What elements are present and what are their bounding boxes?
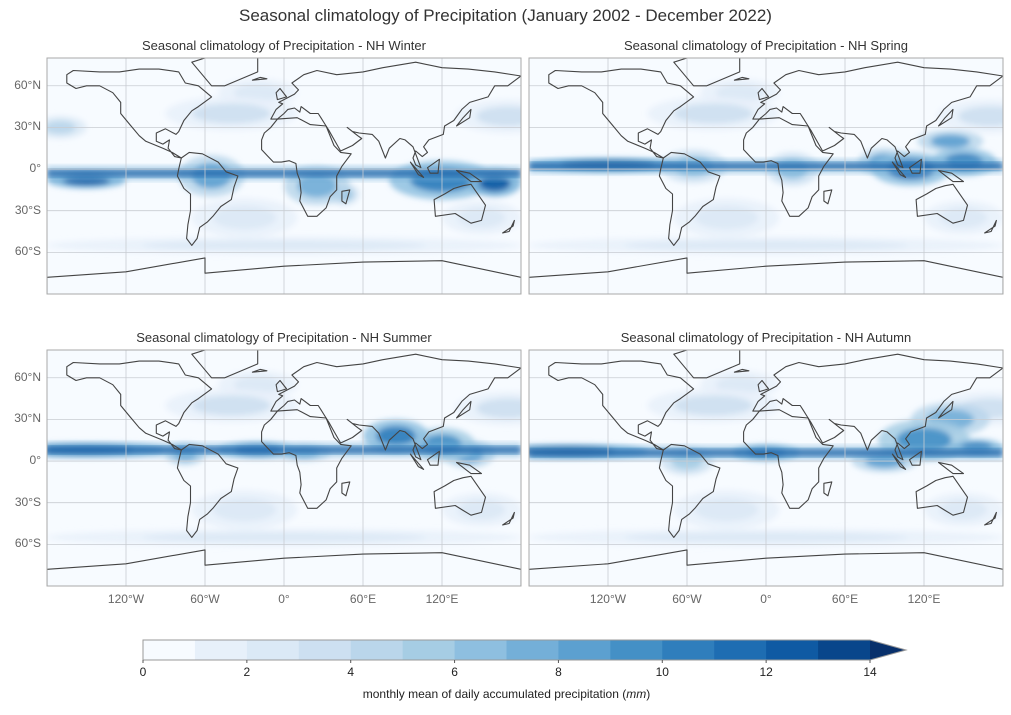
lat-tick-label: 60°S xyxy=(14,536,41,551)
colorbar-tick-label: 8 xyxy=(555,665,562,679)
lat-tick-label: 0° xyxy=(29,453,41,468)
colorbar-tick-label: 2 xyxy=(243,665,251,679)
colorbar-tick-label: 0 xyxy=(139,665,147,679)
colorbar xyxy=(142,639,908,663)
lon-tick-label: 120°E xyxy=(425,592,459,606)
colorbar-tick-label: 14 xyxy=(863,665,877,679)
panel-title-summer: Seasonal climatology of Precipitation - … xyxy=(136,330,432,345)
map-frame xyxy=(46,349,522,587)
lon-tick-label: 60°E xyxy=(349,592,377,606)
coastlines xyxy=(47,58,521,294)
map-panel-autumn xyxy=(528,349,1004,587)
colorbar-swatch xyxy=(818,640,871,660)
gridlines xyxy=(529,58,1003,294)
colorbar-swatch xyxy=(350,640,404,660)
lat-tick-label: 30°S xyxy=(14,202,41,217)
lon-tick-label: 120°E xyxy=(907,592,941,606)
colorbar-swatch xyxy=(143,640,196,660)
coastlines xyxy=(47,350,521,586)
lon-tick-label: 60°E xyxy=(831,592,859,606)
colorbar-tick-label: 4 xyxy=(347,665,355,679)
lon-tick-label: 0° xyxy=(760,592,772,606)
colorbar-swatch xyxy=(194,640,248,660)
figure-title: Seasonal climatology of Precipitation (J… xyxy=(239,6,772,25)
colorbar-swatch xyxy=(246,640,300,660)
map-frame xyxy=(528,349,1004,587)
lat-tick-label: 30°S xyxy=(14,494,41,509)
colorbar-swatch xyxy=(766,640,819,660)
colorbar-swatch xyxy=(610,640,663,660)
colorbar-swatch xyxy=(558,640,611,660)
colorbar-swatch xyxy=(402,640,456,660)
map-panel-winter xyxy=(46,57,522,295)
colorbar-extend-arrow xyxy=(870,640,906,660)
coastlines xyxy=(529,350,1003,586)
colorbar-swatch xyxy=(714,640,767,660)
lon-tick-label: 120°W xyxy=(107,592,145,606)
gridlines xyxy=(47,350,521,586)
lon-tick-label: 60°W xyxy=(190,592,220,606)
colorbar-tick-label: 6 xyxy=(451,665,458,679)
colorbar-swatch xyxy=(298,640,352,660)
lat-tick-label: 60°S xyxy=(14,244,41,259)
lon-tick-label: 60°W xyxy=(672,592,702,606)
colorbar-swatch xyxy=(454,640,507,660)
gridlines xyxy=(529,350,1003,586)
lat-tick-label: 60°N xyxy=(14,77,41,92)
lat-tick-label: 0° xyxy=(29,161,41,176)
map-panel-summer xyxy=(46,349,522,587)
colorbar-tick-label: 12 xyxy=(759,665,773,679)
lat-tick-label: 30°N xyxy=(14,411,41,426)
colorbar-tick-label: 10 xyxy=(655,665,669,679)
colorbar-swatch xyxy=(506,640,559,660)
panel-title-spring: Seasonal climatology of Precipitation - … xyxy=(624,38,908,53)
coastlines xyxy=(529,58,1003,294)
lat-tick-label: 30°N xyxy=(14,119,41,134)
lon-tick-label: 0° xyxy=(278,592,290,606)
map-panel-spring xyxy=(528,57,1004,295)
lon-tick-label: 120°W xyxy=(589,592,627,606)
colorbar-swatch xyxy=(662,640,715,660)
panel-title-autumn: Seasonal climatology of Precipitation - … xyxy=(620,330,912,345)
colorbar-outline xyxy=(142,639,908,661)
map-frame xyxy=(46,57,522,295)
panel-title-winter: Seasonal climatology of Precipitation - … xyxy=(142,38,426,53)
colorbar-label: monthly mean of daily accumulated precip… xyxy=(362,687,651,701)
map-frame xyxy=(528,57,1004,295)
lat-tick-label: 60°N xyxy=(14,369,41,384)
